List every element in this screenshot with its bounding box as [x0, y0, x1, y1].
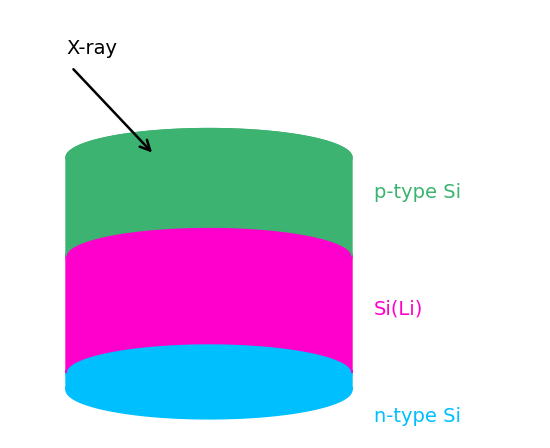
Text: n-type Si: n-type Si [374, 407, 461, 426]
Polygon shape [66, 227, 352, 285]
Polygon shape [66, 344, 352, 402]
Text: X-ray: X-ray [66, 39, 117, 58]
Polygon shape [66, 129, 352, 187]
Text: Si(Li): Si(Li) [374, 299, 424, 318]
Polygon shape [66, 129, 352, 256]
Polygon shape [66, 227, 352, 373]
Text: p-type Si: p-type Si [374, 183, 461, 202]
Polygon shape [66, 361, 352, 419]
Polygon shape [66, 344, 352, 390]
